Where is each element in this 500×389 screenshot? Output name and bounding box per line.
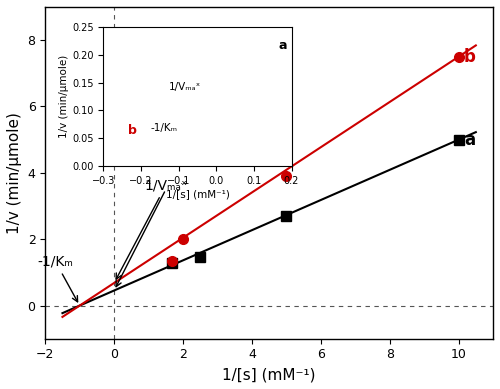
Text: a: a xyxy=(464,131,475,149)
Text: -1/Kₘ: -1/Kₘ xyxy=(38,255,78,302)
Y-axis label: 1/v (min/μmole): 1/v (min/μmole) xyxy=(7,112,22,234)
Text: b: b xyxy=(464,48,475,66)
Text: 1/Vₘₐˣ: 1/Vₘₐˣ xyxy=(116,179,188,279)
X-axis label: 1/[s] (mM⁻¹): 1/[s] (mM⁻¹) xyxy=(222,367,316,382)
